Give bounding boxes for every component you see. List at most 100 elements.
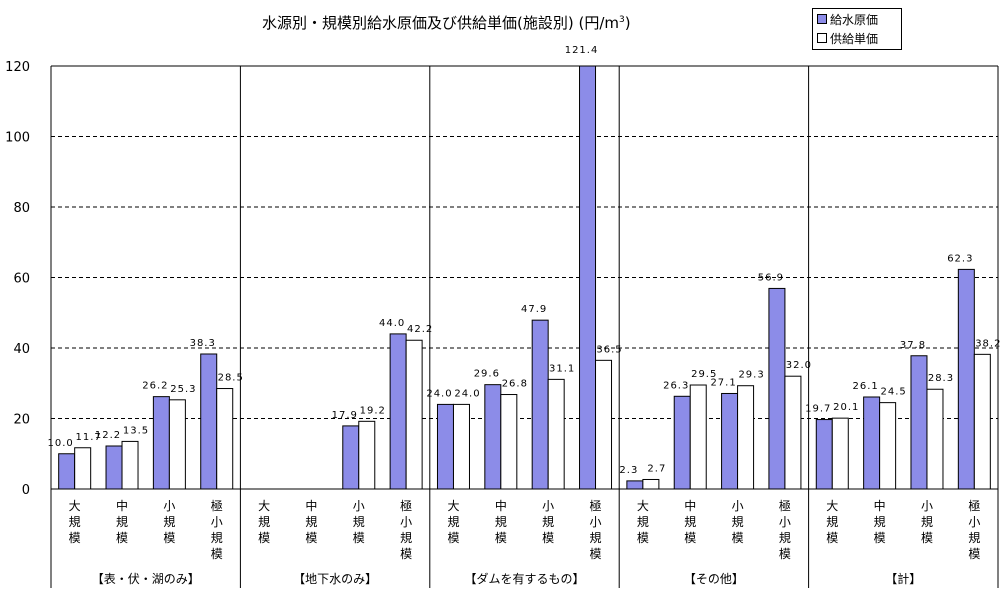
x-category-label: 大	[826, 499, 838, 513]
x-category-label: 模	[968, 547, 980, 561]
x-category-label: 中	[874, 498, 886, 513]
x-category-label: 極	[211, 498, 223, 513]
x-category-label: 規	[732, 514, 744, 529]
x-category-label: 規	[542, 514, 554, 529]
x-category-label: 模	[732, 531, 744, 545]
x-category-label: 模	[826, 531, 838, 545]
x-category-label: 規	[258, 514, 270, 529]
bar-cost	[342, 425, 360, 490]
x-category-label: 小	[732, 499, 744, 513]
bar-cost	[531, 319, 549, 490]
data-label-price: 19.2	[360, 405, 386, 416]
x-category-label: 模	[211, 547, 223, 561]
legend-item-cost: 給水原価	[817, 10, 901, 28]
bar-cost	[484, 384, 502, 490]
bar-price	[831, 417, 849, 490]
bar-price	[405, 339, 423, 490]
x-category-label: 小	[921, 499, 933, 513]
legend-item-price: 供給単価	[817, 29, 901, 47]
x-category-label: 小	[353, 499, 365, 513]
bar-price	[973, 353, 991, 490]
bar-cost	[200, 353, 218, 490]
bar-cost	[721, 392, 739, 490]
bar-cost	[910, 355, 928, 490]
bar-price	[737, 385, 755, 490]
x-category-label: 模	[353, 531, 365, 545]
x-category-label: 大	[447, 499, 459, 513]
data-label-cost: 26.1	[852, 381, 878, 392]
x-category-label: 中	[305, 498, 317, 513]
bar-price	[168, 399, 186, 490]
bar-cost	[768, 287, 786, 490]
group-label: 【計】	[885, 571, 921, 586]
x-category-label: 模	[495, 531, 507, 545]
x-category-label: 模	[400, 547, 412, 561]
x-category-label: 規	[921, 514, 933, 529]
data-label-cost: 37.8	[900, 340, 926, 351]
group-label: 【地下水のみ】	[293, 572, 377, 586]
x-category-label: 模	[69, 531, 81, 545]
x-category-label: 模	[637, 531, 649, 545]
x-category-label: 規	[400, 530, 412, 545]
bar-price	[926, 388, 944, 490]
x-category-label: 中	[495, 498, 507, 513]
group-label: 【表・伏・湖のみ】	[92, 571, 200, 586]
bar-cost	[152, 396, 170, 490]
x-category-label: 模	[305, 531, 317, 545]
bar-price	[358, 420, 376, 490]
x-category-label: 規	[968, 530, 980, 545]
data-label-price: 36.5	[596, 344, 622, 355]
data-label-cost: 47.9	[521, 304, 547, 315]
bar-cost	[815, 419, 833, 490]
y-tick-label: 80	[13, 201, 30, 216]
bar-price	[595, 359, 613, 490]
y-tick-label: 60	[13, 272, 30, 287]
x-category-label: 規	[637, 514, 649, 529]
x-category-label: 模	[874, 531, 886, 545]
bar-price	[121, 440, 139, 490]
data-label-cost: 44.0	[379, 318, 405, 329]
data-label-cost: 19.7	[805, 404, 831, 415]
data-label-price: 42.2	[407, 324, 433, 335]
x-category-label: 小	[968, 515, 980, 529]
bar-cost	[105, 445, 123, 490]
data-label-cost: 121.4	[565, 45, 599, 56]
bar-price	[500, 394, 518, 490]
data-label-price: 13.5	[123, 425, 149, 436]
group-label: 【ダムを有するもの】	[464, 571, 584, 586]
data-label-cost: 27.1	[710, 377, 736, 388]
x-category-label: 模	[116, 531, 128, 545]
bar-cost	[863, 396, 881, 490]
x-category-label: 小	[590, 515, 602, 529]
data-label-price: 2.7	[647, 463, 666, 474]
data-label-price: 28.3	[928, 373, 954, 384]
data-label-cost: 17.9	[332, 410, 358, 421]
bar-cost	[389, 333, 407, 490]
x-category-label: 小	[400, 515, 412, 529]
data-label-price: 29.5	[691, 369, 717, 380]
bar-price	[879, 402, 897, 490]
x-category-label: 規	[211, 530, 223, 545]
data-label-cost: 12.2	[95, 430, 121, 441]
x-category-label: 小	[542, 499, 554, 513]
bar-price	[547, 378, 565, 490]
x-category-label: 模	[542, 531, 554, 545]
legend-label-cost: 給水原価	[830, 12, 879, 27]
x-category-label: 規	[116, 514, 128, 529]
x-category-label: 模	[590, 547, 602, 561]
data-label-price: 31.1	[549, 363, 575, 374]
data-label-price: 24.5	[880, 387, 906, 398]
x-category-label: 極	[400, 498, 412, 513]
data-label-cost: 29.6	[474, 369, 500, 380]
x-category-label: 規	[163, 514, 175, 529]
x-category-label: 中	[684, 498, 696, 513]
data-label-price: 32.0	[786, 360, 812, 371]
x-category-label: 模	[921, 531, 933, 545]
x-category-label: 模	[447, 531, 459, 545]
data-label-price: 20.1	[833, 402, 859, 413]
y-tick-label: 120	[5, 60, 30, 75]
bar-cost	[626, 480, 644, 490]
bar-price	[784, 375, 802, 490]
x-category-label: 大	[69, 499, 81, 513]
